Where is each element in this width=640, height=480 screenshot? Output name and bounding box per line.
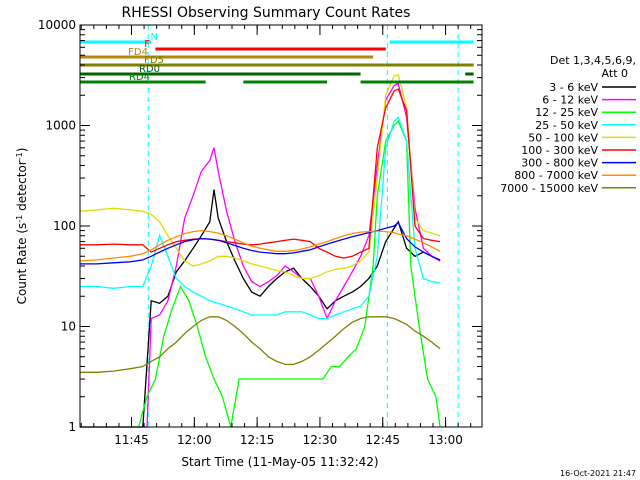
- y-axis-label-sup2: -1: [15, 152, 24, 160]
- y-axis-label-sup: -1: [15, 215, 24, 223]
- y-tick-label: 1: [68, 420, 76, 434]
- legend-header-line2: Att 0: [602, 67, 628, 80]
- flag-bar-label: RD0: [139, 64, 160, 75]
- legend-label: 100 - 300 keV: [521, 144, 598, 157]
- series-line: [80, 88, 441, 259]
- legend-label: 800 - 7000 keV: [514, 169, 598, 182]
- series-line: [80, 82, 441, 428]
- legend-label: 3 - 6 keV: [549, 81, 598, 94]
- x-tick-label: 13:00: [428, 433, 463, 447]
- x-tick-label: 12:15: [240, 433, 275, 447]
- flag-bar-label: N: [151, 32, 158, 43]
- y-axis-label-text: Count Rate (s: [15, 223, 29, 305]
- legend-label: 7000 - 15000 keV: [500, 182, 598, 195]
- series-line: [79, 229, 441, 262]
- y-tick-label: 10000: [38, 18, 76, 32]
- series-line: [80, 120, 441, 428]
- series-line: [80, 221, 441, 265]
- legend-label: 6 - 12 keV: [542, 94, 598, 107]
- y-axis-label-end: ): [15, 148, 29, 153]
- x-tick-label: 12:45: [365, 433, 400, 447]
- y-tick-label: 100: [53, 219, 76, 233]
- timestamp: 16-Oct-2021 21:47: [560, 469, 636, 478]
- y-tick-label: 1000: [45, 119, 76, 133]
- x-tick-label: 11:45: [114, 433, 149, 447]
- y-axis-label: Count Rate (s-1 detector-1): [15, 148, 30, 305]
- y-tick-label: 10: [61, 320, 76, 334]
- y-axis-label-mid: detector: [15, 160, 29, 215]
- legend-label: 12 - 25 keV: [535, 106, 598, 119]
- legend-label: 50 - 100 keV: [528, 131, 598, 144]
- series-line: [80, 189, 441, 428]
- chart-title: RHESSI Observing Summary Count Rates: [122, 5, 411, 21]
- legend-label: 25 - 50 keV: [535, 119, 598, 132]
- legend-label: 300 - 800 keV: [521, 157, 598, 170]
- flag-bar-label: FD4: [128, 47, 148, 58]
- flag-bar-label: RD4: [129, 72, 150, 83]
- legend-header-line1: Det 1,3,4,5,6,9,: [550, 54, 636, 67]
- series-line: [79, 73, 441, 280]
- series-line: [80, 316, 441, 373]
- flag-bar-label: F: [144, 39, 150, 50]
- flag-bar-label: FD5: [144, 55, 164, 66]
- x-tick-label: 12:30: [303, 433, 338, 447]
- series-line: [80, 116, 441, 320]
- x-tick-label: 12:00: [177, 433, 212, 447]
- x-axis-label: Start Time (11-May-05 11:32:42): [181, 455, 378, 469]
